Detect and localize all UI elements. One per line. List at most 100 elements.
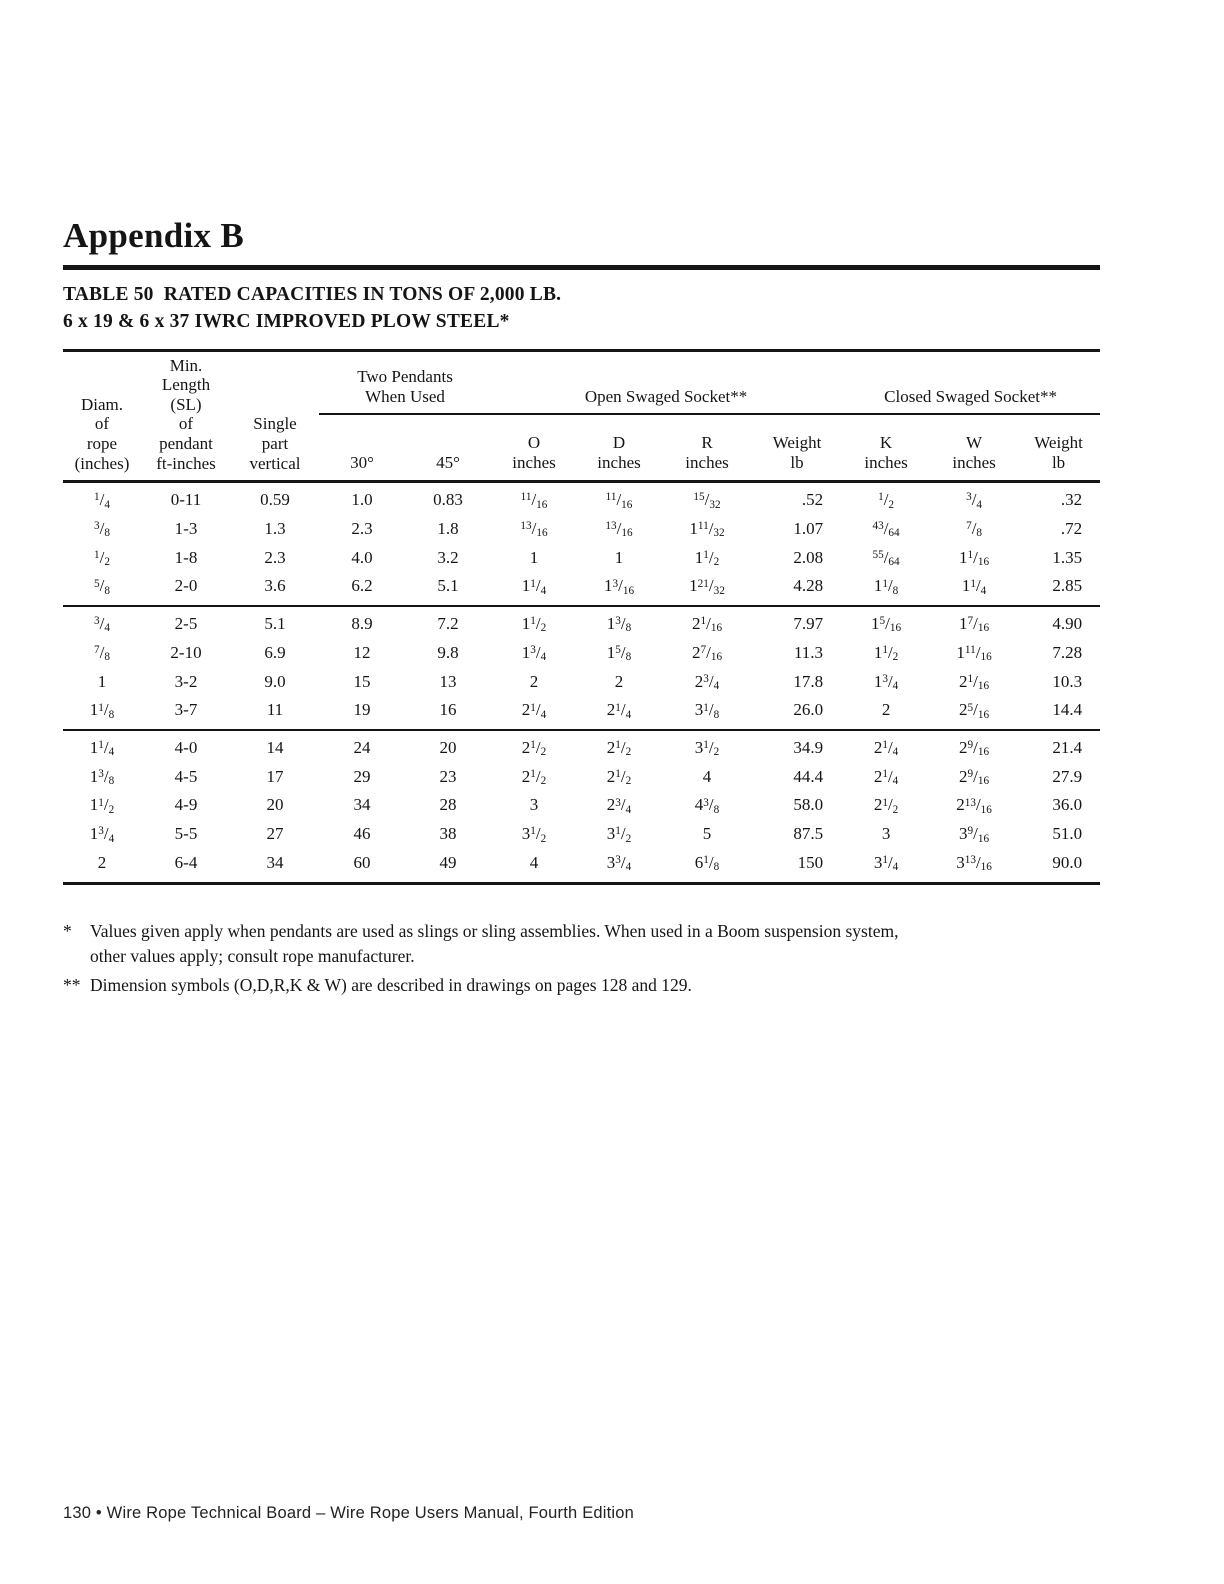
table-cell: 11/2 bbox=[694, 547, 720, 569]
table-cell: 11/16 bbox=[520, 490, 548, 511]
table-cell: 23/4 bbox=[606, 795, 632, 816]
table-cell: 1.8 bbox=[437, 518, 459, 538]
table-cell: 8.9 bbox=[319, 605, 405, 639]
table-cell: 15/8 bbox=[606, 642, 632, 664]
table-cell: 5/8 bbox=[94, 576, 110, 597]
table-title-line1: TABLE 50 RATED CAPACITIES IN TONS OF 2,0… bbox=[63, 284, 562, 305]
table-cell: 1 bbox=[529, 547, 539, 567]
table-cell: 6-4 bbox=[174, 852, 198, 872]
table-row: 13/4 5-5 27 46 38 31/2 31/2 5 87.5 3 39/16 51.0 bbox=[63, 820, 1100, 849]
table-cell: 31/2 bbox=[521, 824, 547, 845]
table-cell: 31/4 bbox=[873, 852, 899, 874]
table-cell: 36.0 bbox=[1052, 795, 1083, 815]
table-cell: 11/2 bbox=[89, 795, 115, 816]
table-cell: 11.3 bbox=[793, 642, 824, 662]
table-cell: 38 bbox=[439, 824, 457, 844]
table-cell: 3/4 bbox=[966, 490, 983, 511]
table-cell: 20 bbox=[405, 728, 492, 763]
table-cell: 2-0 bbox=[174, 576, 198, 596]
table-cell: 19 bbox=[353, 700, 371, 720]
table-cell: 1.0 bbox=[351, 490, 373, 510]
table-cell: 11/8 bbox=[89, 700, 115, 721]
table-cell: 2-5 bbox=[141, 605, 231, 639]
table-cell: 7.28 bbox=[1052, 642, 1083, 662]
table-cell: 5.1 bbox=[231, 605, 319, 639]
row-group-1: 1/4 0-11 0.59 1.0 0.83 11/16 11/16 15/32 .52 1/2 3… bbox=[63, 482, 1100, 606]
table-cell: 4.0 bbox=[351, 547, 373, 567]
group-header-open-swaged-socket: Open Swaged Socket** bbox=[491, 350, 842, 416]
table-cell: 12 bbox=[353, 642, 371, 662]
table-cell: 1/2 bbox=[878, 490, 895, 511]
table-cell: 21.4 bbox=[1017, 728, 1101, 763]
table-cell: 25/16 bbox=[959, 700, 990, 721]
group-header-row: Diam. of rope (inches) Min. Length (SL) … bbox=[63, 350, 1101, 484]
table-cell: 0-11 bbox=[170, 490, 202, 510]
table-cell: 28 bbox=[439, 795, 457, 815]
table-cell: 3-2 bbox=[174, 671, 198, 691]
table-cell: 11/4 bbox=[63, 728, 141, 763]
table-cell: 13 bbox=[439, 671, 457, 691]
table-cell: 3/8 bbox=[94, 518, 110, 540]
table-cell: 58.0 bbox=[793, 795, 824, 815]
column-header-closed-weight-lb: Weight lb bbox=[1017, 414, 1101, 484]
footnote-1-text: Values given apply when pendants are use… bbox=[90, 920, 899, 967]
table-cell: 13/4 bbox=[89, 824, 115, 845]
table-cell: 1-3 bbox=[174, 518, 198, 538]
table-cell: 43/64 bbox=[872, 518, 900, 540]
table-row: 3/8 1-3 1.3 2.3 1.8 13/16 13/16 111/32 1.07 43/64… bbox=[63, 515, 1100, 544]
table-cell: 3/4 bbox=[63, 605, 141, 639]
row-group-3: 11/4 4-0 14 24 20 21/2 21/2 31/2 34.9 21/4 29/16 21… bbox=[63, 728, 1101, 883]
column-header-k-inches: K inches bbox=[841, 414, 932, 484]
table-cell: 13/16 bbox=[603, 576, 635, 597]
table-cell: 34.9 bbox=[753, 728, 842, 763]
table-cell: 2 bbox=[614, 671, 624, 691]
table-cell: 31/2 bbox=[606, 824, 632, 845]
rated-capacities-table: Diam. of rope (inches) Min. Length (SL) … bbox=[63, 348, 1101, 885]
table-cell: 31/2 bbox=[661, 728, 754, 763]
table-cell: 4 bbox=[702, 766, 712, 786]
footnotes: * Values given apply when pendants are u… bbox=[63, 919, 1100, 999]
table-cell: 27/16 bbox=[691, 642, 723, 664]
table-cell: 51.0 bbox=[1052, 824, 1083, 844]
appendix-heading: Appendix B bbox=[63, 216, 244, 255]
table-cell: 7/8 bbox=[94, 642, 110, 664]
column-header-o-inches: O inches bbox=[491, 414, 578, 484]
table-cell: 21/4 bbox=[521, 700, 547, 721]
table-cell: 11 bbox=[266, 700, 284, 720]
table-cell: 3.2 bbox=[437, 547, 459, 567]
table-cell: 17 bbox=[266, 766, 284, 786]
unit-header-row: 30° 45° O inches D inches R inches Weigh… bbox=[63, 414, 1101, 484]
table-cell: 213/16 bbox=[956, 795, 992, 816]
table-cell: 7.2 bbox=[405, 605, 492, 639]
table-cell: 87.5 bbox=[793, 824, 824, 844]
table-cell: 4.28 bbox=[793, 576, 824, 596]
column-header-single-part: Single part vertical bbox=[231, 350, 319, 484]
table-row: 11/8 3-7 11 19 16 21/4 21/4 31/8 26.0 2 25/16 14.4 bbox=[63, 696, 1100, 730]
table-cell: 90.0 bbox=[1052, 852, 1083, 872]
table-row: 7/8 2-10 6.9 12 9.8 13/4 15/8 27/16 11.3 11/2 111/… bbox=[63, 639, 1100, 668]
table-cell: 4-0 bbox=[141, 728, 231, 763]
table-title: TABLE 50 RATED CAPACITIES IN TONS OF 2,0… bbox=[63, 282, 1100, 336]
table-cell: 21/4 bbox=[873, 766, 899, 788]
table-cell: 21/2 bbox=[491, 728, 578, 763]
table-cell: 26.0 bbox=[793, 700, 824, 720]
table-cell: 13/4 bbox=[873, 671, 899, 692]
table-cell: 13/16 bbox=[520, 518, 548, 540]
table-cell: 11/2 bbox=[491, 605, 578, 639]
table-cell: 11/16 bbox=[959, 547, 990, 569]
table-cell: 34 bbox=[266, 852, 284, 872]
table-cell: 15 bbox=[353, 671, 371, 691]
table-header: Diam. of rope (inches) Min. Length (SL) … bbox=[63, 350, 1101, 484]
table-row: 13/8 4-5 17 29 23 21/2 21/2 4 44.4 21/4 29/16 27.9 bbox=[63, 763, 1100, 792]
table-cell: 111/32 bbox=[689, 518, 725, 540]
table-cell: 20 bbox=[266, 795, 284, 815]
column-header-open-weight-lb: Weight lb bbox=[753, 414, 842, 484]
table-cell: 1/2 bbox=[94, 547, 110, 569]
table-cell: 2.3 bbox=[351, 518, 373, 538]
table-cell: 15/32 bbox=[693, 490, 721, 511]
table-cell: 13/4 bbox=[521, 642, 547, 664]
column-header-45deg: 45° bbox=[405, 414, 492, 484]
table-cell: 4.90 bbox=[1017, 605, 1101, 639]
table-cell: 61/8 bbox=[694, 852, 720, 874]
table-cell: 11/4 bbox=[521, 576, 547, 597]
